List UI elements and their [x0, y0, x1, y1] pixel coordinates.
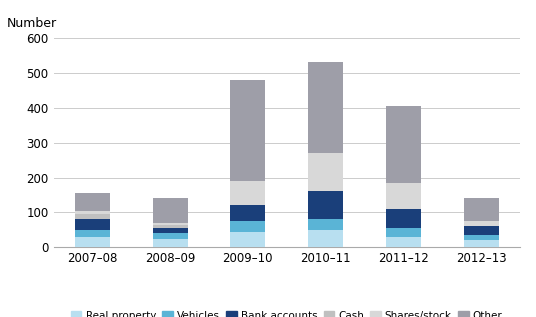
Bar — [230, 80, 265, 181]
Bar — [153, 239, 188, 247]
Bar — [308, 62, 343, 153]
Bar — [386, 209, 421, 228]
Text: Number: Number — [7, 17, 57, 30]
Bar — [386, 228, 421, 237]
Bar — [75, 211, 110, 214]
Bar — [464, 226, 498, 235]
Bar — [464, 235, 498, 240]
Bar — [464, 221, 498, 226]
Bar — [308, 230, 343, 247]
Bar — [230, 181, 265, 205]
Bar — [464, 198, 498, 221]
Bar — [75, 237, 110, 247]
Bar — [153, 233, 188, 239]
Bar — [386, 237, 421, 247]
Bar — [308, 219, 343, 230]
Bar — [386, 183, 421, 209]
Bar — [230, 205, 265, 221]
Legend: Real property, Vehicles, Bank accounts, Cash, Shares/stock, Other: Real property, Vehicles, Bank accounts, … — [71, 311, 502, 317]
Bar — [153, 228, 188, 233]
Bar — [464, 240, 498, 247]
Bar — [153, 198, 188, 223]
Bar — [153, 224, 188, 228]
Bar — [308, 153, 343, 191]
Bar — [75, 214, 110, 219]
Bar — [75, 193, 110, 211]
Bar — [230, 231, 265, 247]
Bar — [75, 219, 110, 230]
Bar — [308, 191, 343, 219]
Bar — [153, 223, 188, 224]
Bar — [386, 106, 421, 183]
Bar — [75, 230, 110, 237]
Bar — [230, 221, 265, 231]
